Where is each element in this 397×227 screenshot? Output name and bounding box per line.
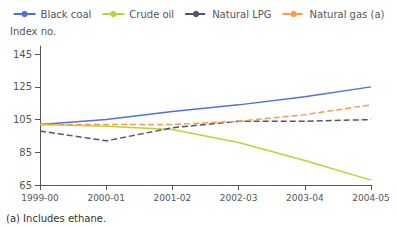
svg-text:Natural gas (a): Natural gas (a) [310, 9, 385, 20]
svg-text:145: 145 [13, 49, 32, 60]
svg-text:85: 85 [19, 147, 32, 158]
svg-text:Crude oil: Crude oil [129, 9, 174, 20]
svg-text:2000-01: 2000-01 [87, 193, 125, 203]
svg-text:Index no.: Index no. [10, 26, 56, 37]
svg-text:Black coal: Black coal [41, 9, 92, 20]
svg-text:105: 105 [13, 114, 32, 125]
svg-text:1999-00: 1999-00 [21, 193, 59, 203]
svg-text:2004-05: 2004-05 [352, 193, 390, 203]
svg-text:2003-04: 2003-04 [286, 193, 324, 203]
svg-text:2001-02: 2001-02 [154, 193, 192, 203]
svg-text:125: 125 [13, 81, 32, 92]
svg-text:Natural LPG: Natural LPG [212, 9, 271, 20]
svg-text:(a) Includes ethane.: (a) Includes ethane. [6, 213, 106, 224]
svg-text:2002-03: 2002-03 [220, 193, 258, 203]
svg-text:65: 65 [19, 180, 32, 191]
